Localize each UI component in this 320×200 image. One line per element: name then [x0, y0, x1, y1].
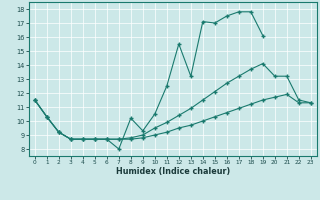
- X-axis label: Humidex (Indice chaleur): Humidex (Indice chaleur): [116, 167, 230, 176]
